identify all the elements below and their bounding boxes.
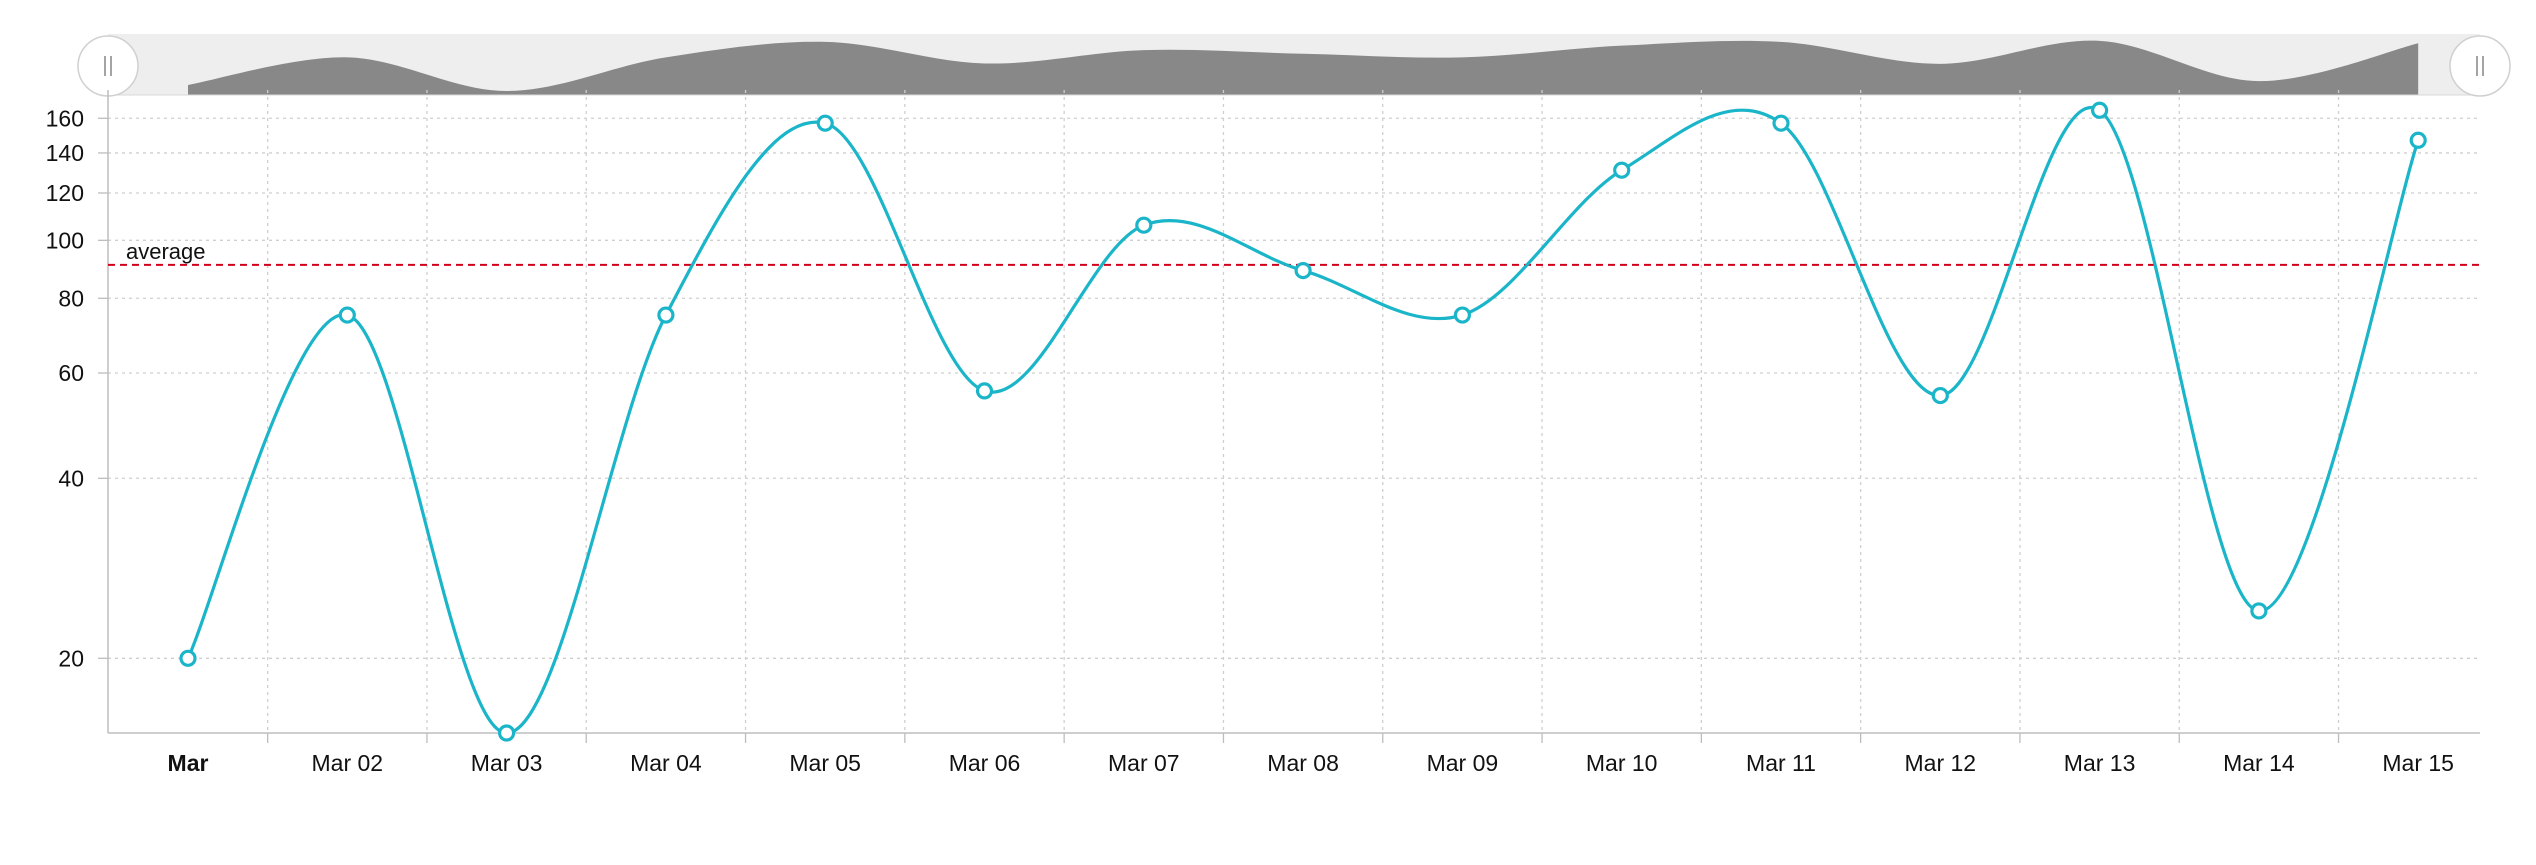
x-tick-label: Mar 07 xyxy=(1108,750,1180,776)
y-tick-label: 20 xyxy=(58,645,84,671)
data-point[interactable] xyxy=(1613,161,1631,179)
x-tick-label: Mar 13 xyxy=(2064,750,2136,776)
axes: 20 40 60 80 100 120 140 160 Mar Mar 02 Mar 03 Mar 0… xyxy=(46,90,2480,776)
x-tick-label: Mar xyxy=(168,750,209,776)
data-point[interactable] xyxy=(338,306,356,324)
grip-lines-icon xyxy=(2476,56,2484,76)
data-point[interactable] xyxy=(2250,602,2268,620)
data-point[interactable] xyxy=(2409,131,2427,149)
x-tick-label: Mar 04 xyxy=(630,750,702,776)
scrollbar-preview xyxy=(188,40,2419,95)
x-tick-label: Mar 02 xyxy=(312,750,384,776)
data-point[interactable] xyxy=(2091,101,2109,119)
series-line xyxy=(186,105,2420,735)
data-point[interactable] xyxy=(1453,306,1472,324)
y-tick-label: 160 xyxy=(46,105,84,131)
x-tick-label: Mar 03 xyxy=(471,750,543,776)
data-point[interactable] xyxy=(816,114,834,132)
scrollbar-right-grip[interactable] xyxy=(2449,35,2511,97)
data-point[interactable] xyxy=(1135,216,1153,234)
grip-lines-icon xyxy=(104,56,112,76)
y-tick-label: 80 xyxy=(58,285,84,311)
x-tick-label: Mar 10 xyxy=(1586,750,1658,776)
data-point[interactable] xyxy=(1931,386,1949,405)
scrollbar[interactable] xyxy=(77,34,2511,97)
x-tick-label: Mar 12 xyxy=(1905,750,1977,776)
x-tick-label: Mar 14 xyxy=(2223,750,2295,776)
x-tick-label: Mar 05 xyxy=(789,750,861,776)
scrollbar-left-grip[interactable] xyxy=(77,35,139,97)
y-tick-label: 140 xyxy=(46,140,84,166)
grip-handle[interactable] xyxy=(77,35,139,97)
average-label: average xyxy=(126,239,206,264)
data-point[interactable] xyxy=(657,306,675,324)
y-tick-label: 60 xyxy=(58,360,84,386)
x-tick-label: Mar 06 xyxy=(949,750,1021,776)
data-point[interactable] xyxy=(498,724,516,742)
grip-handle[interactable] xyxy=(2449,35,2511,97)
series xyxy=(179,101,2427,742)
x-tick-label: Mar 09 xyxy=(1427,750,1499,776)
y-tick-label: 40 xyxy=(58,465,84,491)
data-point[interactable] xyxy=(1772,114,1790,132)
data-point[interactable] xyxy=(1294,261,1312,280)
y-tick-label: 100 xyxy=(46,227,84,253)
data-point[interactable] xyxy=(975,382,994,400)
x-tick-label: Mar 08 xyxy=(1267,750,1339,776)
x-tick-label: Mar 15 xyxy=(2382,750,2454,776)
grid xyxy=(108,90,2480,733)
data-point[interactable] xyxy=(179,649,197,667)
average-guide: average xyxy=(108,239,2480,266)
y-tick-label: 120 xyxy=(46,180,84,206)
x-tick-label: Mar 11 xyxy=(1746,750,1816,776)
